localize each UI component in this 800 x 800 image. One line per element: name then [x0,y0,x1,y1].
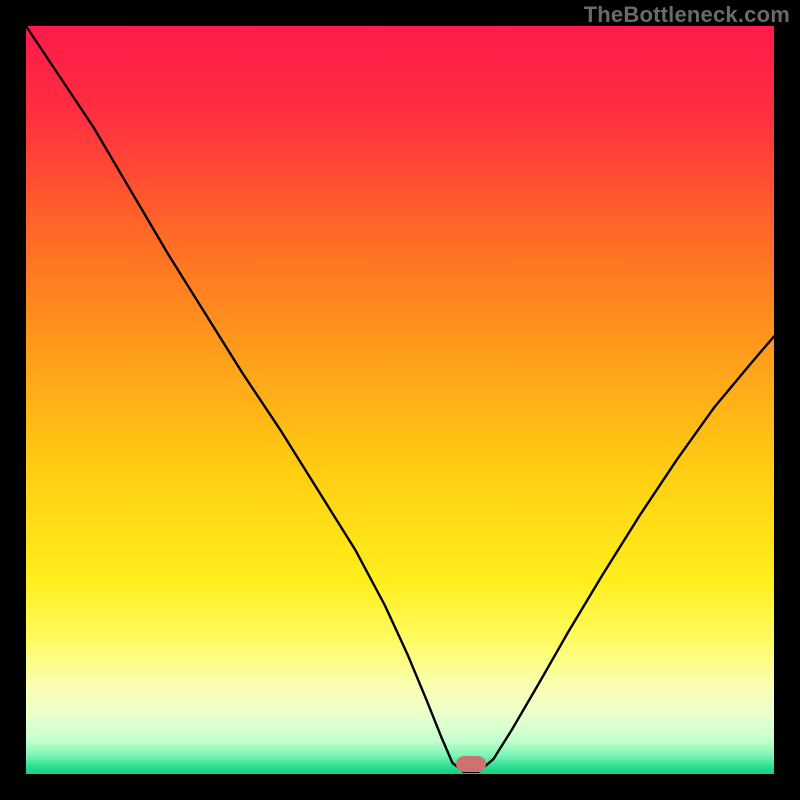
plot-background [26,26,774,774]
chart-frame: TheBottleneck.com [0,0,800,800]
watermark-text: TheBottleneck.com [584,2,790,28]
bottleneck-chart [0,0,800,800]
optimum-marker [456,756,486,772]
